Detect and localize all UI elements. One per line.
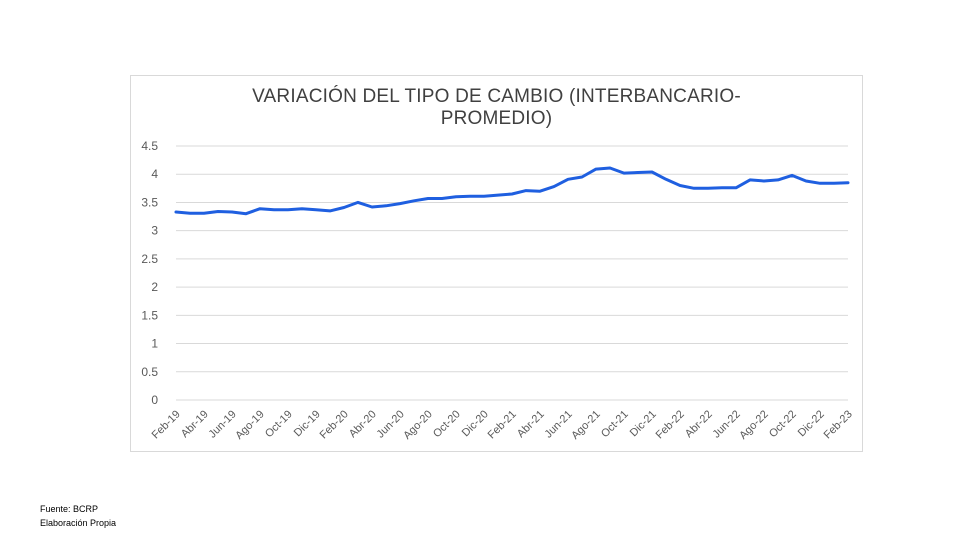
line-chart-plot: 00.511.522.533.544.5Feb-19Abr-19Jun-19Ag… — [141, 139, 855, 442]
x-tick-label: Abr-19 — [179, 408, 211, 440]
x-tick-label: Oct-19 — [263, 408, 295, 440]
chart-title: VARIACIÓN DEL TIPO DE CAMBIO (INTERBANCA… — [131, 86, 862, 130]
x-tick-label: Oct-20 — [431, 408, 463, 440]
y-tick-label: 0 — [151, 393, 158, 407]
y-tick-label: 0.5 — [141, 365, 158, 379]
x-tick-label: Jun-22 — [711, 408, 743, 440]
x-tick-label: Oct-21 — [599, 408, 631, 440]
x-tick-label: Abr-21 — [515, 408, 547, 440]
x-tick-label: Feb-20 — [318, 408, 351, 441]
x-tick-label: Abr-22 — [683, 408, 715, 440]
y-tick-label: 1.5 — [141, 308, 158, 322]
x-tick-label: Feb-22 — [654, 408, 687, 441]
chart-title-line2: PROMEDIO) — [440, 108, 553, 129]
series-line — [174, 166, 850, 216]
x-tick-label: Feb-23 — [822, 408, 855, 441]
x-tick-label: Oct-22 — [767, 408, 799, 440]
chart-title-line1: VARIACIÓN DEL TIPO DE CAMBIO (INTERBANCA… — [252, 86, 741, 107]
y-tick-label: 3.5 — [141, 195, 158, 209]
y-tick-label: 3 — [151, 224, 158, 238]
x-tick-label: Jun-21 — [543, 408, 575, 440]
y-tick-label: 4 — [151, 167, 158, 181]
source-line: Fuente: BCRP — [40, 504, 99, 514]
x-tick-label: Feb-21 — [486, 408, 519, 441]
x-tick-label: Abr-20 — [347, 408, 379, 440]
x-tick-label: Jun-19 — [207, 408, 239, 440]
y-tick-label: 4.5 — [141, 139, 158, 153]
x-tick-label: Feb-19 — [150, 408, 183, 441]
x-tick-label: Ago-22 — [737, 408, 771, 442]
y-tick-label: 2 — [151, 280, 158, 294]
x-tick-label: Ago-19 — [233, 408, 267, 442]
y-tick-label: 1 — [151, 337, 158, 351]
x-tick-label: Jun-20 — [375, 408, 407, 440]
y-tick-label: 2.5 — [141, 252, 158, 266]
chart-container: VARIACIÓN DEL TIPO DE CAMBIO (INTERBANCA… — [130, 75, 863, 452]
x-tick-label: Ago-21 — [569, 408, 603, 442]
x-tick-label: Ago-20 — [401, 408, 435, 442]
credit-line: Elaboración Propia — [40, 518, 117, 528]
source-note: Fuente: BCRP Elaboración Propia — [40, 502, 116, 530]
